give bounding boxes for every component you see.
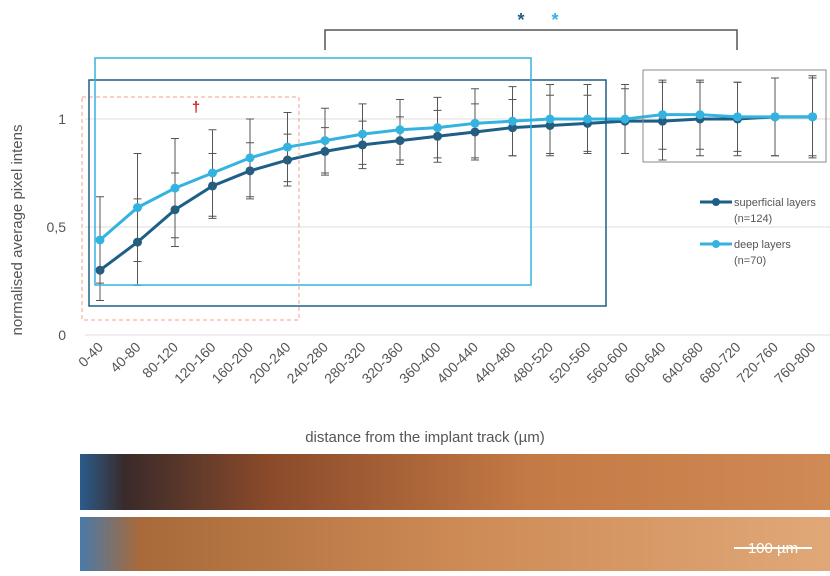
data-point (321, 136, 330, 145)
data-point (583, 115, 592, 124)
y-axis-label: normalised average pixel intens (9, 125, 26, 336)
legend-note: (n=124) (734, 213, 772, 225)
figure: 100 µm normalised average pixel intens d… (0, 0, 830, 571)
data-point (396, 125, 405, 134)
data-point (733, 112, 742, 121)
legend-note: (n=70) (734, 255, 766, 267)
y-tick-label: 0 (58, 327, 66, 343)
data-point (658, 110, 667, 119)
data-point (508, 117, 517, 126)
data-point (96, 235, 105, 244)
star-deep: * (551, 10, 558, 30)
data-point (283, 143, 292, 152)
data-point (246, 153, 255, 162)
scale-label: 100 µm (748, 540, 798, 557)
legend-label: deep layers (734, 239, 791, 251)
legend-marker (712, 240, 720, 248)
data-point (171, 184, 180, 193)
data-point (433, 123, 442, 132)
x-axis-label: distance from the implant track (µm) (305, 429, 545, 446)
data-point (621, 115, 630, 124)
data-point (808, 112, 817, 121)
data-point (771, 112, 780, 121)
star-superficial: * (517, 10, 524, 30)
data-point (208, 169, 217, 178)
legend-label: superficial layers (734, 197, 816, 209)
y-tick-label: 0,5 (47, 219, 67, 235)
data-point (696, 110, 705, 119)
data-point (546, 115, 555, 124)
dagger: † (192, 99, 200, 116)
data-point (358, 130, 367, 139)
data-point (133, 203, 142, 212)
micrograph-superficial (80, 454, 830, 510)
micrograph-deep (80, 517, 830, 571)
data-point (471, 119, 480, 128)
y-tick-label: 1 (58, 111, 66, 127)
legend-marker (712, 198, 720, 206)
